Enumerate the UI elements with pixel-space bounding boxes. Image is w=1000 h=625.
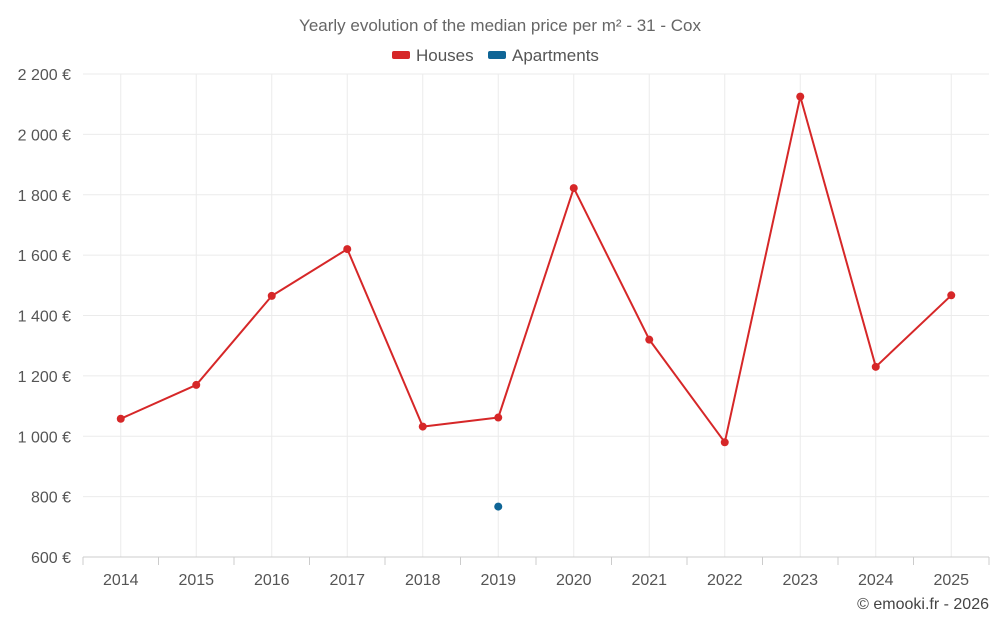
x-tick-label: 2019 [480,572,516,589]
data-point-apartments[interactable] [494,502,503,511]
legend-item-apartments[interactable]: Apartments [488,46,599,65]
legend-label-houses: Houses [416,46,474,65]
y-tick-label: 1 200 € [18,369,71,386]
x-tick-label: 2016 [254,572,290,589]
data-point-houses[interactable] [947,291,956,300]
data-point-houses[interactable] [267,291,276,300]
axes [82,556,990,565]
y-axis-ticks: 600 € 800 € 1 000 € 1 200 € 1 400 € 1 600 € 1 … [18,67,71,567]
legend-swatch-houses [392,51,410,59]
y-tick-label: 600 € [31,550,71,567]
y-tick-label: 1 400 € [18,309,71,326]
x-tick-label: 2024 [858,572,894,589]
data-point-houses[interactable] [871,362,880,371]
y-tick-label: 800 € [31,490,71,507]
data-point-houses[interactable] [116,414,125,423]
x-axis-ticks: 2014 2015 2016 2017 2018 2019 2020 2021 2022 2023… [103,572,969,589]
y-tick-label: 2 200 € [18,67,71,84]
data-point-houses[interactable] [720,438,729,447]
x-tick-label: 2014 [103,572,139,589]
x-tick-label: 2022 [707,572,743,589]
legend: Houses Apartments [392,46,599,65]
legend-item-houses[interactable]: Houses [392,46,474,65]
series-line-houses [120,95,952,444]
y-tick-label: 1 000 € [18,429,71,446]
credit-text: © emooki.fr - 2026 [857,596,989,613]
x-tick-label: 2025 [933,572,969,589]
legend-label-apartments: Apartments [512,46,599,65]
data-point-houses[interactable] [494,413,503,422]
y-tick-label: 1 600 € [18,248,71,265]
x-tick-label: 2017 [329,572,365,589]
chart-title: Yearly evolution of the median price per… [299,16,701,35]
y-tick-label: 2 000 € [18,127,71,144]
series [116,92,956,511]
x-tick-label: 2021 [631,572,667,589]
data-point-houses[interactable] [645,335,654,344]
data-point-houses[interactable] [343,245,352,254]
x-tick-label: 2018 [405,572,441,589]
data-point-houses[interactable] [569,184,578,193]
data-point-houses[interactable] [418,422,427,431]
gridlines [83,73,989,557]
legend-swatch-apartments [488,51,506,59]
data-point-houses[interactable] [796,92,805,101]
x-tick-label: 2020 [556,572,592,589]
x-tick-label: 2015 [178,572,214,589]
data-point-houses[interactable] [192,380,201,389]
y-tick-label: 1 800 € [18,188,71,205]
x-tick-label: 2023 [782,572,818,589]
